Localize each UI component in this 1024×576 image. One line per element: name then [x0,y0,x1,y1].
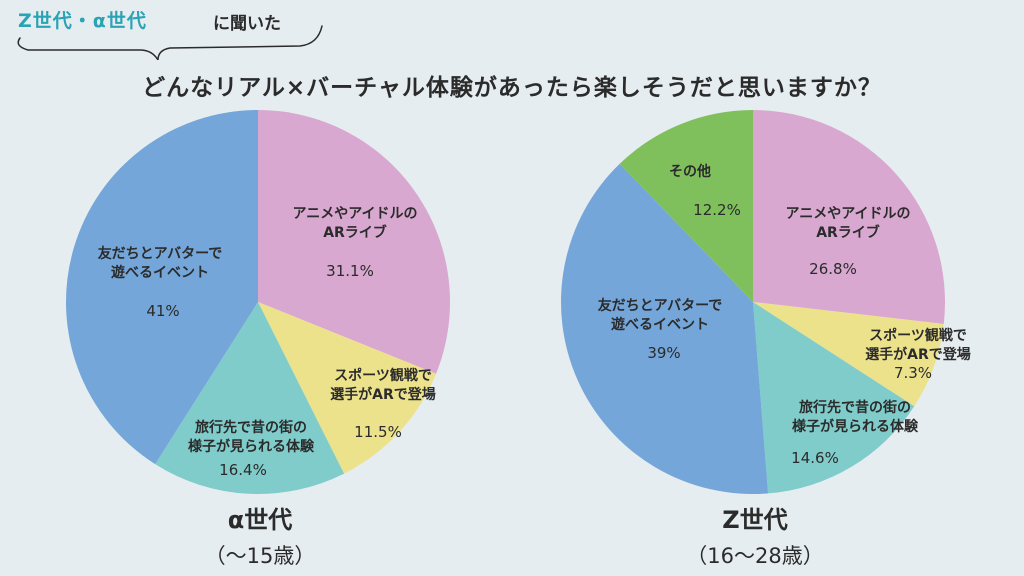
slice-label-friends: 遊べるイベント [611,316,709,333]
alpha-generation-label: α世代 [227,506,293,534]
slice-label-friends: 遊べるイベント [111,264,209,281]
slice-value-sports: 11.5% [354,423,402,441]
slice-value-sports: 7.3% [894,364,932,382]
slice-label-sports: 選手がARで登場 [865,346,971,363]
header-suffix: に聞いた [213,14,281,34]
slice-value-other: 12.2% [693,201,741,219]
slice-label-travel: 様子が見られる体験 [792,418,919,435]
z-generation-range: （16〜28歳） [686,544,824,568]
pie-slice-anime [258,110,450,374]
slice-value-anime: 26.8% [809,260,857,278]
slice-label-travel: 様子が見られる体験 [188,438,315,455]
pie-slice-friends [560,163,769,494]
header-bubble-outline [17,25,323,60]
slice-label-other: その他 [669,163,711,180]
slice-label-travel: 旅行先で昔の街の [195,419,307,436]
slice-label-sports: スポーツ観戦で [869,327,967,344]
slice-label-friends: 友だちとアバターで [598,297,723,314]
slice-label-sports: 選手がARで登場 [330,386,436,403]
slice-value-travel: 16.4% [219,461,267,479]
pie-slice-sports [753,302,944,407]
pie-slice-travel [753,302,915,494]
pie-slice-sports [258,302,437,474]
survey-question: どんなリアル×バーチャル体験があったら楽しそうだと思いますか？ [142,75,882,101]
alpha-generation-range: （〜15歳） [204,544,316,568]
slice-value-friends: 39% [647,344,680,362]
slice-label-anime: ARライブ [323,224,387,241]
slice-label-friends: 友だちとアバターで [98,245,223,262]
slice-label-sports: スポーツ観戦で [334,367,432,384]
header-tag: Z世代・α世代 [18,10,147,32]
pie-slice-other [619,110,753,302]
pie-slice-anime [753,110,945,324]
slice-label-travel: 旅行先で昔の街の [799,399,911,416]
z-generation-label: Z世代 [722,506,788,534]
slice-label-anime: アニメやアイドルの [292,206,417,222]
slice-label-anime: アニメやアイドルの [785,206,910,222]
pie-slice-travel [155,302,345,494]
slice-value-anime: 31.1% [326,262,374,280]
slice-label-anime: ARライブ [816,224,880,241]
pie-slice-friends [66,110,259,465]
slice-value-travel: 14.6% [791,449,839,467]
slice-value-friends: 41% [146,302,179,320]
